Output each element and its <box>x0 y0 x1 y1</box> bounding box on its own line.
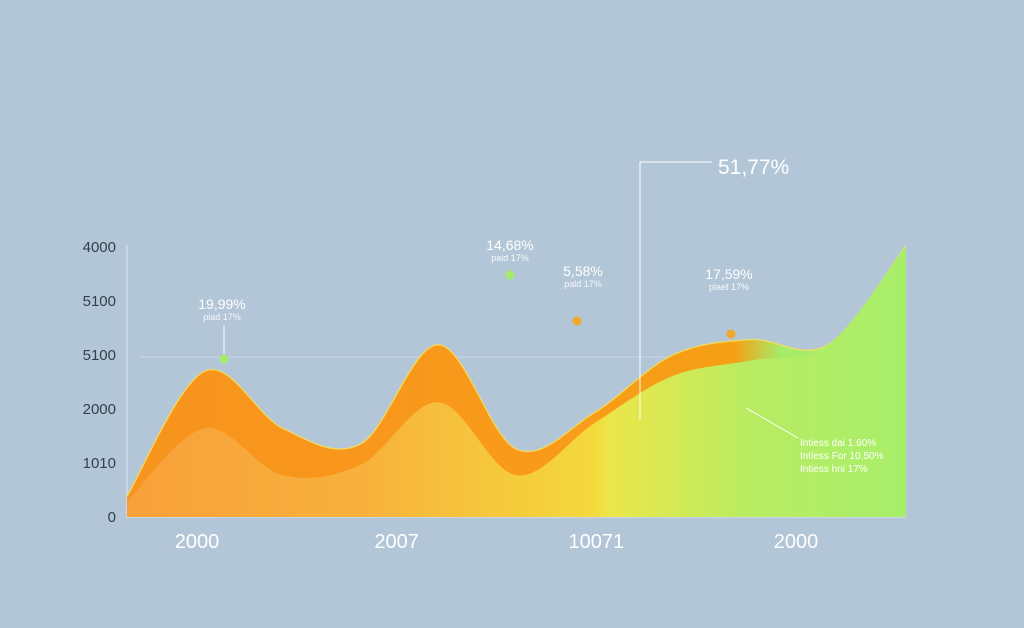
y-tick-labels: 4000 5100 5100 2000 1010 0 <box>83 239 116 526</box>
x-tick-labels: 2000 2007 10071 2000 <box>175 531 819 553</box>
y-tick-label: 5100 <box>83 293 116 310</box>
y-tick-label: 0 <box>108 509 116 526</box>
annotation-sub: pald 17% <box>564 279 602 289</box>
note-text: Intiess hni 17% <box>800 464 868 475</box>
callout-label: 51,77% <box>718 156 789 179</box>
annotation-marker <box>505 270 515 280</box>
note-pointer <box>745 407 799 439</box>
callout-line <box>639 161 712 420</box>
x-tick-label: 2000 <box>175 531 220 553</box>
annotation-value: 5,58% <box>563 263 603 279</box>
x-tick-label: 2000 <box>774 531 819 553</box>
annotation-value: 17,59% <box>705 266 752 282</box>
series-layer <box>126 245 907 517</box>
y-tick-label: 2000 <box>83 401 116 418</box>
y-tick-label: 4000 <box>83 239 116 256</box>
x-tick-label: 2007 <box>374 531 419 553</box>
callout: 51,77% <box>639 156 789 420</box>
annotation-sub: piad 17% <box>203 312 241 322</box>
annotation-marker <box>572 316 582 326</box>
annotation-marker <box>219 354 229 364</box>
y-tick-label: 1010 <box>83 455 116 472</box>
annotation-sub: paid 17% <box>491 253 529 263</box>
annotations: 19,99%piad 17% 14,68%paid 17% 5,58%pald 17… <box>198 237 753 364</box>
annotation-value: 19,99% <box>198 296 245 312</box>
notes: Intiess dai 1.60% Intiess For 10.50% Intie… <box>745 407 883 475</box>
note-text: Intiess dai 1.60% <box>800 438 876 449</box>
x-tick-label: 10071 <box>569 531 625 553</box>
y-tick-label: 5100 <box>83 347 116 364</box>
series-line-outer <box>126 245 907 497</box>
annotation-marker <box>726 329 736 339</box>
note-text: Intiess For 10.50% <box>800 451 883 462</box>
annotation-value: 14,68% <box>486 237 533 253</box>
series-area-inner <box>127 245 906 517</box>
annotation-sub: plaef 17% <box>709 282 749 292</box>
